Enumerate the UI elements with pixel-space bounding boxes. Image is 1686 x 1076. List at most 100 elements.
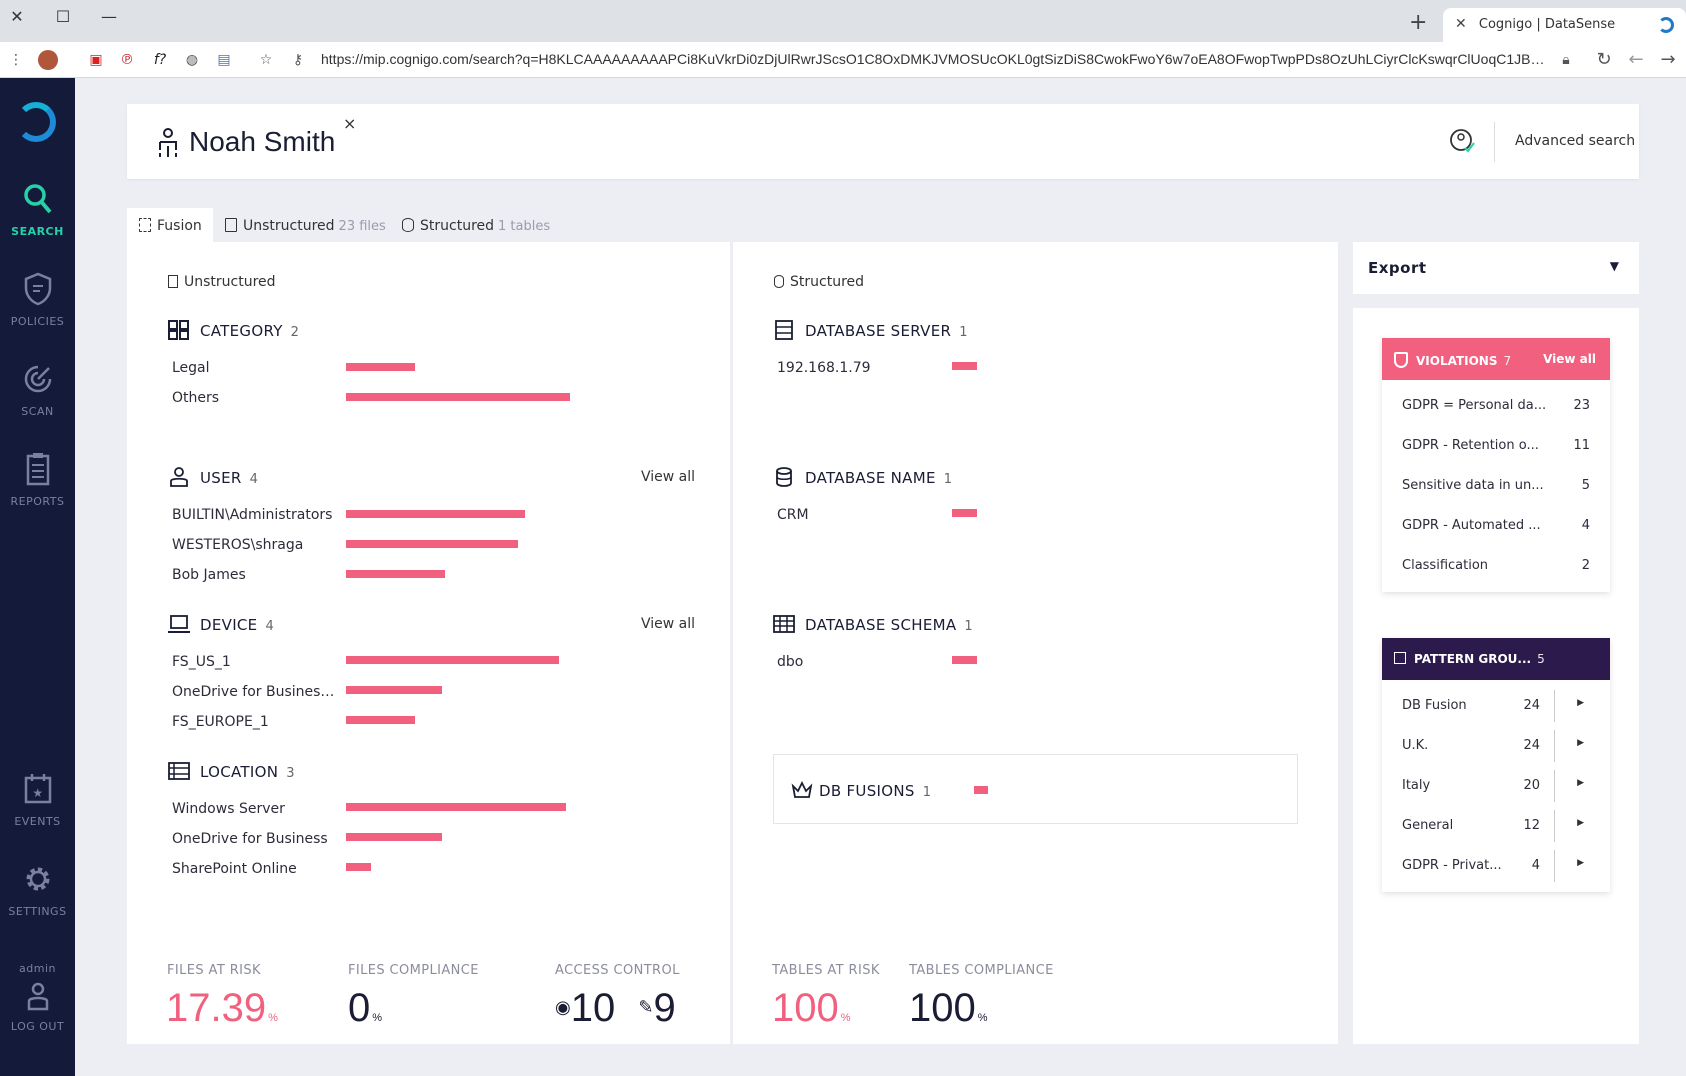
pattern-group-row[interactable]: GDPR - Privat... 4 ▶ — [1382, 846, 1610, 886]
violation-name: GDPR = Personal da... — [1402, 398, 1547, 413]
location-bar[interactable] — [346, 803, 566, 811]
reload-icon[interactable]: ↻ — [1596, 49, 1612, 70]
bookmark-star-icon[interactable]: ☆ — [259, 52, 273, 68]
access-control-write-count: 9 — [653, 986, 676, 1030]
location-row-label[interactable]: SharePoint Online — [172, 861, 297, 877]
user-view-all-link[interactable]: View all — [641, 469, 696, 485]
location-bar[interactable] — [346, 833, 442, 841]
tab-close-icon[interactable]: ✕ — [1455, 16, 1467, 32]
nav-reports[interactable]: REPORTS — [0, 452, 75, 508]
device-bar[interactable] — [346, 656, 559, 664]
profile-extension-icon[interactable] — [38, 50, 58, 70]
db-schema-bar[interactable] — [952, 656, 977, 664]
device-row-label[interactable]: OneDrive for Business -... — [172, 684, 337, 700]
caret-right-icon[interactable]: ▶ — [1577, 858, 1584, 868]
db-name-bar[interactable] — [952, 509, 977, 517]
advanced-search-link[interactable]: Advanced search — [1515, 133, 1636, 149]
key-icon[interactable]: ⚷ — [292, 52, 304, 68]
tab-fusion[interactable]: Fusion — [127, 208, 213, 242]
nav-search-label: SEARCH — [11, 225, 64, 238]
db-fusions-count: 1 — [922, 785, 932, 800]
window-minimize-icon[interactable]: — — [101, 7, 117, 26]
location-row-label[interactable]: OneDrive for Business — [172, 831, 328, 847]
user-bar[interactable] — [346, 540, 518, 548]
search-header: Noah Smith × Advanced search — [127, 104, 1639, 179]
device-row-label[interactable]: FS_EUROPE_1 — [172, 714, 269, 730]
caret-right-icon[interactable]: ▶ — [1577, 778, 1584, 788]
fusion-icon — [139, 218, 151, 232]
export-dropdown[interactable]: Export ▼ — [1353, 242, 1639, 294]
nav-user[interactable]: admin LOG OUT — [0, 962, 75, 1033]
tables-compliance-value: 100% — [909, 986, 988, 1031]
eye-file-icon: ◉ — [555, 997, 571, 1017]
violation-row[interactable]: GDPR = Personal da... 23 — [1382, 386, 1610, 426]
menu-dots-icon[interactable]: ⋮ — [9, 52, 23, 68]
user-row-label[interactable]: WESTEROS\shraga — [172, 537, 304, 553]
device-bar[interactable] — [346, 686, 442, 694]
pinterest-extension-icon[interactable]: ℗ — [120, 52, 134, 68]
user-bar[interactable] — [346, 510, 525, 518]
device-row-label[interactable]: FS_US_1 — [172, 654, 231, 670]
db-server-heading: DATABASE SERVER 1 — [773, 320, 968, 340]
violation-row[interactable]: Classification 2 — [1382, 546, 1610, 586]
caret-right-icon[interactable]: ▶ — [1577, 738, 1584, 748]
db-fusions-box[interactable] — [773, 754, 1298, 824]
device-bar[interactable] — [346, 716, 415, 724]
window-maximize-icon[interactable]: ☐ — [55, 7, 71, 26]
db-schema-row-label[interactable]: dbo — [777, 654, 804, 670]
violation-name: GDPR - Automated ... — [1402, 518, 1541, 533]
window-extension-icon[interactable]: ▤ — [217, 52, 231, 68]
tables-at-risk-number: 100 — [772, 986, 839, 1030]
user-row-label[interactable]: Bob James — [172, 567, 246, 583]
advanced-search-shield-icon[interactable] — [1449, 128, 1475, 154]
row-divider — [1554, 850, 1555, 882]
caret-right-icon[interactable]: ▶ — [1577, 818, 1584, 828]
violation-row[interactable]: GDPR - Retention o... 11 — [1382, 426, 1610, 466]
pattern-group-row[interactable]: U.K. 24 ▶ — [1382, 726, 1610, 766]
location-row-label[interactable]: Windows Server — [172, 801, 285, 817]
edit-file-icon: ✎ — [638, 997, 654, 1017]
new-tab-icon[interactable]: + — [1409, 10, 1428, 35]
category-bar[interactable] — [346, 393, 570, 401]
violations-view-all-link[interactable]: View all — [1543, 352, 1596, 366]
violation-row[interactable]: Sensitive data in un... 5 — [1382, 466, 1610, 506]
browser-tab[interactable]: ✕ Cognigo | DataSense — [1443, 8, 1686, 42]
nav-policies[interactable]: POLICIES — [0, 272, 75, 328]
nav-settings[interactable]: SETTINGS — [0, 862, 75, 918]
nav-scan[interactable]: SCAN — [0, 362, 75, 418]
forward-arrow-icon[interactable]: → — [1660, 49, 1676, 70]
device-view-all-link[interactable]: View all — [641, 616, 696, 632]
nav-search[interactable]: SEARCH — [0, 182, 75, 238]
formula-extension-icon[interactable]: f? — [153, 52, 167, 68]
clear-search-icon[interactable]: × — [343, 114, 357, 133]
db-fusions-bar[interactable] — [974, 786, 988, 794]
tab-unstructured[interactable]: Unstructured 23 files — [213, 208, 398, 242]
category-row-label[interactable]: Legal — [172, 360, 210, 376]
violation-row[interactable]: GDPR - Automated ... 4 — [1382, 506, 1610, 546]
category-row-label[interactable]: Others — [172, 390, 220, 406]
globe-extension-icon[interactable]: ◍ — [185, 52, 199, 68]
db-name-row-label[interactable]: CRM — [777, 507, 809, 523]
app-logo[interactable] — [16, 102, 56, 142]
db-server-row-label[interactable]: 192.168.1.79 — [777, 360, 871, 376]
video-extension-icon[interactable]: ▣ — [89, 52, 103, 68]
header-divider — [1494, 122, 1495, 162]
db-name-count: 1 — [943, 472, 953, 487]
pattern-group-row[interactable]: DB Fusion 24 ▶ — [1382, 686, 1610, 726]
logout-label[interactable]: LOG OUT — [10, 1020, 65, 1033]
files-compliance-value: 0% — [348, 986, 382, 1031]
pattern-group-row[interactable]: Italy 20 ▶ — [1382, 766, 1610, 806]
caret-right-icon[interactable]: ▶ — [1577, 698, 1584, 708]
url-bar[interactable]: https://mip.cognigo.com/search?q=H8KLCAA… — [321, 51, 1551, 67]
pattern-group-count: 24 — [1523, 738, 1540, 753]
user-row-label[interactable]: BUILTIN\Administrators — [172, 507, 333, 523]
location-bar[interactable] — [346, 863, 371, 871]
user-bar[interactable] — [346, 570, 445, 578]
pattern-group-row[interactable]: General 12 ▶ — [1382, 806, 1610, 846]
nav-events[interactable]: ★ EVENTS — [0, 772, 75, 828]
window-close-icon[interactable]: ✕ — [10, 7, 24, 26]
category-bar[interactable] — [346, 363, 415, 371]
tab-structured[interactable]: Structured 1 tables — [390, 208, 562, 242]
back-arrow-icon[interactable]: ← — [1628, 49, 1644, 70]
db-server-bar[interactable] — [952, 362, 977, 370]
